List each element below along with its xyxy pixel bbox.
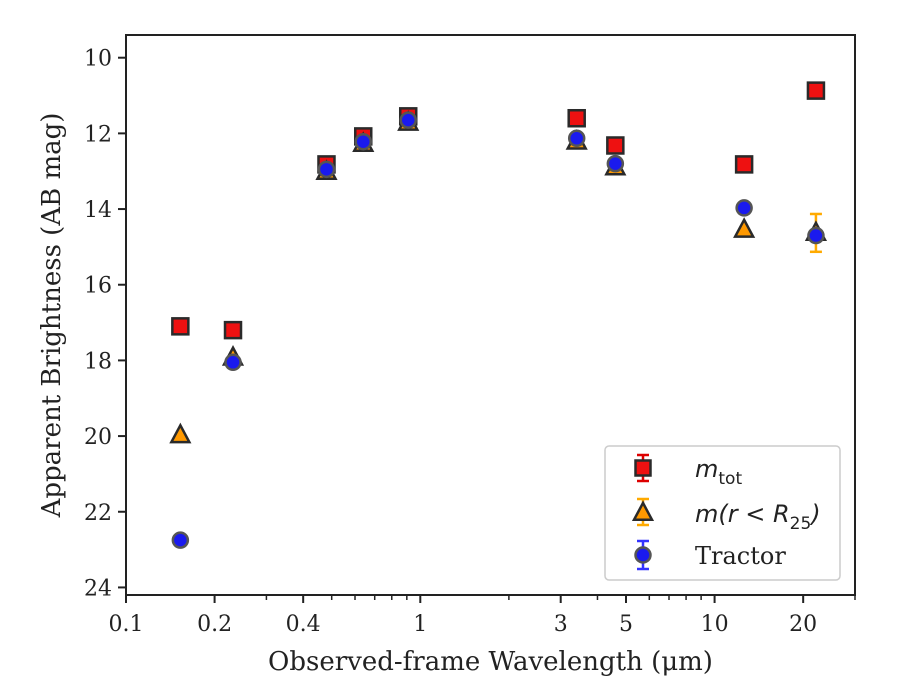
y-tick-label: 22 <box>84 501 112 526</box>
legend-label: m(r < R25) <box>695 500 821 534</box>
legend-label: Tractor <box>695 542 786 570</box>
tractor-point <box>735 199 753 217</box>
x-tick-label: 0.2 <box>197 612 232 637</box>
legend-label-main: m(r < R <box>695 500 790 528</box>
tractor-point <box>224 353 242 372</box>
plot-frame <box>125 34 856 596</box>
x-tick-label: 20 <box>789 612 817 637</box>
m-tot-point <box>734 155 754 174</box>
tractor-point <box>807 226 825 245</box>
m-tot-point <box>806 81 826 100</box>
legend-m-tot-marker <box>634 459 652 477</box>
y-tick-label: 10 <box>84 47 112 72</box>
y-axis-ticks: 10 12 14 16 18 20 22 24 <box>84 47 126 601</box>
y-tick-label: 18 <box>84 349 112 374</box>
y-tick-label: 14 <box>84 198 112 223</box>
legend-label-main: Tractor <box>695 542 786 570</box>
m-tot-point <box>567 108 586 128</box>
data-marks <box>169 81 828 549</box>
legend-label-sub: 25 <box>790 514 812 534</box>
legend-m-r25-marker <box>631 500 655 522</box>
tractor-point <box>567 129 586 148</box>
tractor-point <box>354 132 373 151</box>
x-axis-label: Observed-frame Wavelength (μm) <box>268 647 713 677</box>
x-tick-label: 0.4 <box>286 612 321 637</box>
x-axis-ticks: 0.1 0.2 0.4 1 3 5 10 20 <box>109 595 856 637</box>
x-tick-label: 3 <box>554 612 568 637</box>
legend-label: mtot <box>695 455 742 489</box>
m-tot-point <box>223 320 243 340</box>
tractor-point <box>317 160 336 179</box>
legend-label-rest: ) <box>809 500 820 528</box>
tractor-point <box>171 531 190 549</box>
y-tick-label: 24 <box>84 576 112 601</box>
m-tot-point <box>606 136 625 155</box>
y-tick-label: 16 <box>84 274 112 299</box>
y-tick-label: 20 <box>84 425 112 450</box>
y-tick-label: 12 <box>84 122 112 147</box>
x-tick-label: 10 <box>701 612 729 637</box>
tractor-point <box>399 111 417 129</box>
legend: mtot m(r < R25) Tractor <box>604 445 841 581</box>
x-tick-label: 5 <box>619 612 633 637</box>
m-r25-point <box>733 217 756 238</box>
legend-tractor-marker <box>634 546 652 564</box>
legend-box <box>604 445 841 581</box>
m-tot-point <box>171 317 190 336</box>
x-tick-label: 1 <box>413 612 427 637</box>
legend-label-sub: tot <box>718 469 742 489</box>
m-r25-point <box>169 422 192 444</box>
legend-label-main: m <box>695 455 718 483</box>
tractor-point <box>606 154 625 173</box>
y-axis-label: Apparent Brightness (AB mag) <box>37 113 67 519</box>
x-tick-label: 0.1 <box>109 612 144 637</box>
